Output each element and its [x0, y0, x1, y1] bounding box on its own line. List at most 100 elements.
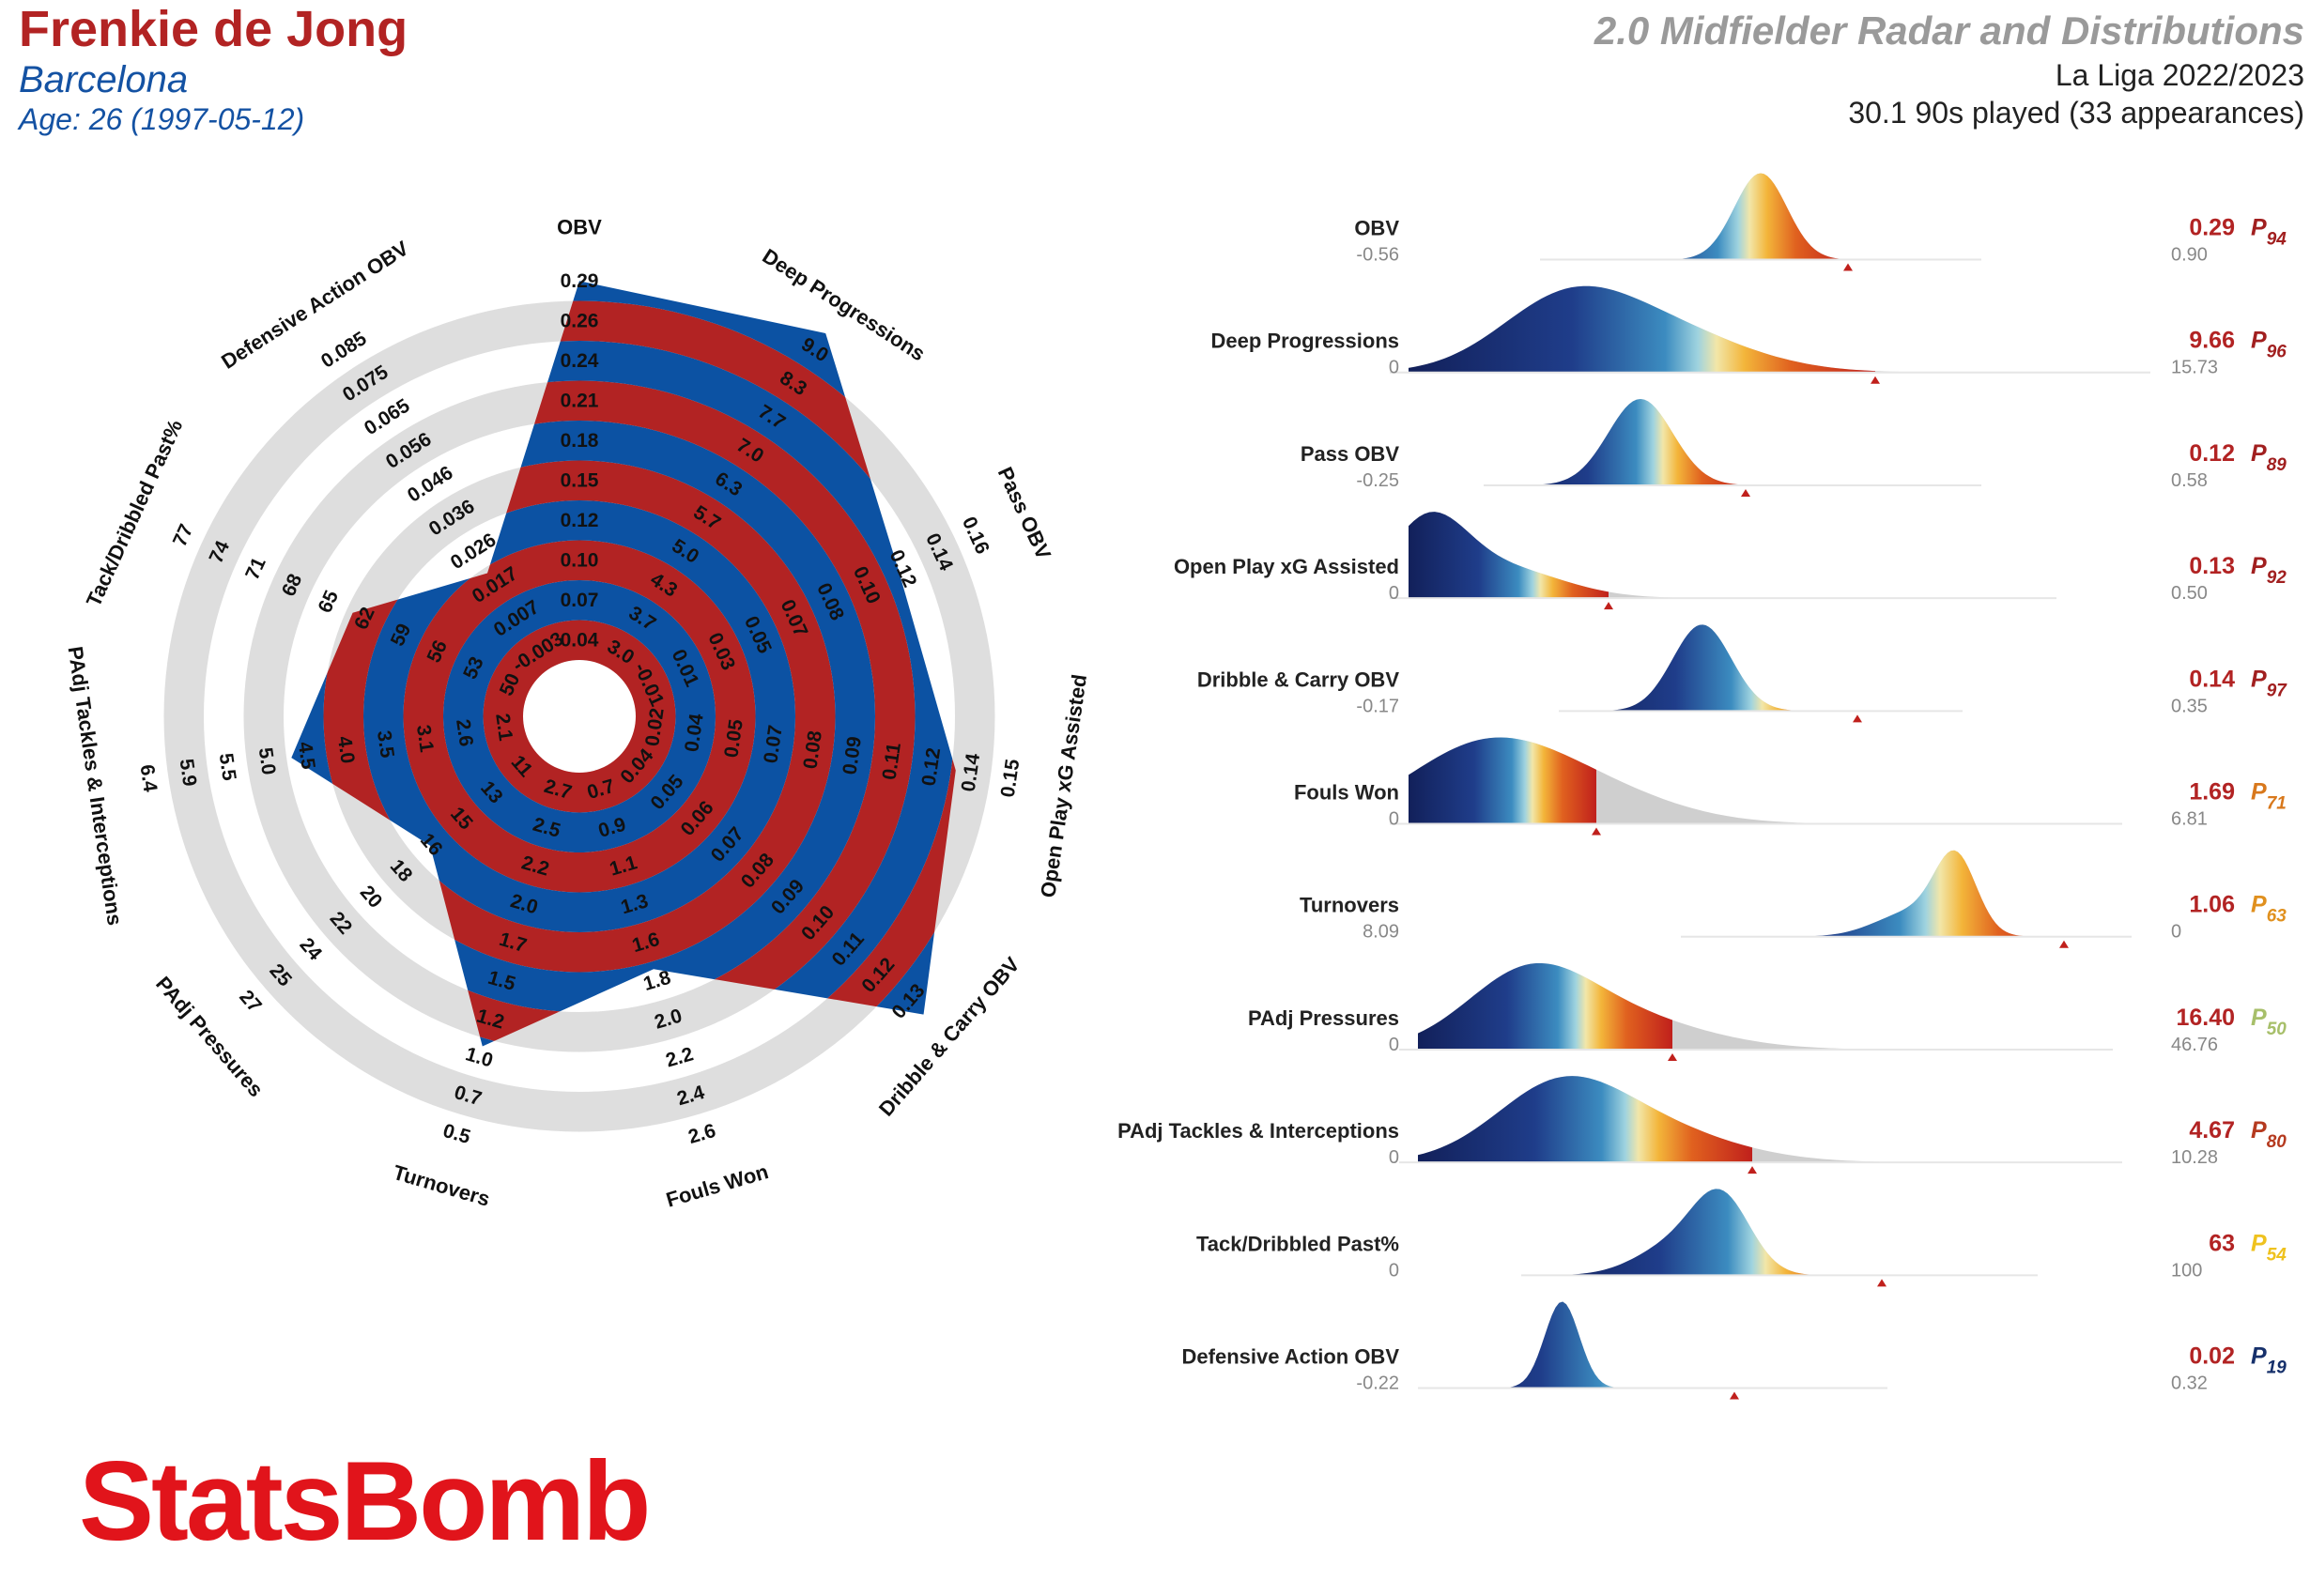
radar-tick-label: 5.9	[176, 758, 201, 788]
radar-tick-label: 5.5	[215, 752, 240, 782]
distribution-min: -0.22	[1356, 1373, 1399, 1394]
distribution-marker	[1843, 263, 1853, 271]
distribution-value: 63	[2209, 1230, 2235, 1256]
distribution-percentile-value: 92	[2267, 568, 2287, 588]
statsbomb-logo: StatsBomb	[79, 1438, 651, 1564]
distribution-value: 0.12	[2189, 440, 2235, 467]
distribution-area	[1540, 1189, 2019, 1276]
radar-tick-label: 0.04	[561, 629, 599, 651]
distribution-max: 0.58	[2171, 470, 2208, 491]
distribution-max: 0.90	[2171, 245, 2208, 266]
distribution-percentile: P54	[2251, 1230, 2287, 1265]
distribution-row-fouls-won: Fouls Won 0 1.69 6.81 P71	[1294, 737, 2287, 836]
radar-tick-label: 4.0	[333, 735, 359, 765]
distribution-row-open-play-xg-assisted: Open Play xG Assisted 0 0.13 0.50 P92	[1174, 512, 2287, 610]
distribution-value: 1.06	[2189, 892, 2235, 918]
radar-tick-label: 4.5	[294, 741, 319, 771]
distribution-percentile: P71	[2251, 779, 2287, 814]
radar-tick-label: 0.29	[561, 270, 599, 292]
radar-tick-label: 0.12	[561, 510, 599, 531]
distribution-marker	[1877, 1279, 1886, 1287]
distribution-min: 0	[1389, 358, 1399, 378]
radar-tick-label: 3.1	[412, 724, 438, 754]
distribution-label: Defensive Action OBV	[1182, 1345, 1400, 1369]
distribution-marker	[1592, 827, 1601, 836]
distribution-label: OBV	[1354, 217, 1399, 240]
radar-tick-label: 0.21	[561, 390, 599, 411]
distribution-row-defensive-action-obv: Defensive Action OBV -0.22 0.02 0.32 P19	[1182, 1301, 2287, 1400]
distribution-player-fill	[1559, 173, 1848, 260]
distribution-percentile-value: 80	[2267, 1132, 2287, 1152]
distribution-percentile: P80	[2251, 1117, 2287, 1152]
distribution-min: 0	[1389, 1147, 1399, 1168]
distribution-player-fill	[1409, 285, 1875, 373]
radar-tick-label: 0.15	[561, 469, 599, 491]
distribution-percentile-value: 94	[2267, 230, 2287, 250]
distribution-marker	[1668, 1052, 1677, 1061]
distribution-max: 100	[2171, 1260, 2202, 1281]
distribution-row-obv: OBV -0.56 0.29 0.90 P94	[1354, 173, 2287, 271]
radar-tick-label: 6.4	[136, 763, 162, 793]
distribution-max: 46.76	[2171, 1035, 2218, 1055]
radar-tick-label: 0.26	[561, 310, 599, 331]
distribution-max: 6.81	[2171, 809, 2208, 830]
minutes-played: 30.1 90s played (33 appearances)	[1848, 96, 2304, 130]
distribution-row-tack-dribbled-past: Tack/Dribbled Past% 0 63 100 P54	[1196, 1189, 2287, 1287]
distribution-player-fill	[1409, 512, 1609, 599]
distribution-chart: OBV -0.56 0.29 0.90 P94 Deep Progressions 0 9.6…	[1117, 173, 2287, 1400]
distribution-max: 0.50	[2171, 583, 2208, 604]
distribution-label: Open Play xG Assisted	[1174, 555, 1399, 578]
chart-title: 2.0 Midfielder Radar and Distributions	[1594, 8, 2304, 53]
distribution-label: PAdj Tackles & Interceptions	[1117, 1119, 1399, 1143]
league-season: La Liga 2022/2023	[2055, 58, 2304, 92]
distribution-player-fill	[1700, 850, 2064, 937]
distribution-player-fill	[1409, 737, 1596, 824]
distribution-marker	[2059, 940, 2069, 948]
radar-tick-label: 5.0	[254, 746, 280, 776]
distribution-value: 0.29	[2189, 215, 2235, 241]
distribution-row-pass-obv: Pass OBV -0.25 0.12 0.58 P89	[1301, 398, 2287, 497]
distribution-min: 0	[1389, 809, 1399, 830]
distribution-area	[1502, 398, 1963, 485]
distribution-percentile: P19	[2251, 1343, 2287, 1378]
distribution-label: Dribble & Carry OBV	[1197, 668, 1399, 691]
distribution-min: 0	[1389, 1035, 1399, 1055]
distribution-row-deep-progressions: Deep Progressions 0 9.66 15.73 P96	[1210, 285, 2287, 384]
distribution-percentile-value: 96	[2267, 343, 2287, 362]
distribution-value: 1.69	[2189, 779, 2235, 806]
team-name: Barcelona	[19, 59, 189, 100]
radar-tick-label: 0.09	[839, 735, 866, 776]
radar-tick-label: 0.18	[561, 430, 599, 452]
radar-band	[442, 580, 716, 853]
distribution-percentile: P92	[2251, 553, 2287, 588]
radar-band	[483, 620, 676, 813]
distribution-row-turnovers: Turnovers 8.09 1.06 0 P63	[1300, 850, 2287, 948]
distribution-percentile: P94	[2251, 215, 2287, 250]
distribution-value: 0.13	[2189, 553, 2235, 579]
distribution-row-dribble-carry-obv: Dribble & Carry OBV -0.17 0.14 0.35 P97	[1197, 624, 2287, 723]
distribution-min: 0	[1389, 583, 1399, 604]
distribution-label: Tack/Dribbled Past%	[1196, 1232, 1399, 1255]
radar-tick-label: 0.24	[561, 350, 599, 372]
radar-tick-label: 2.1	[491, 712, 516, 742]
distribution-label: Turnovers	[1300, 894, 1399, 917]
distribution-percentile: P63	[2251, 892, 2287, 927]
radar-player-area	[291, 281, 956, 1047]
distribution-value: 9.66	[2189, 328, 2235, 354]
distribution-player-fill	[1540, 1189, 1882, 1276]
distribution-player-fill	[1437, 1301, 1734, 1389]
distribution-row-padj-tackles-interceptions: PAdj Tackles & Interceptions 0 4.67 10.28 P8…	[1117, 1076, 2287, 1174]
radar-tick-label: 0.02	[641, 707, 669, 748]
distribution-percentile-value: 89	[2267, 455, 2287, 475]
distribution-value: 0.02	[2189, 1343, 2235, 1370]
radar-tick-label: 0.10	[561, 549, 599, 571]
radar-tick-label: 0.11	[879, 741, 905, 781]
distribution-percentile-value: 19	[2267, 1358, 2287, 1378]
distribution-min: -0.56	[1356, 245, 1399, 266]
distribution-percentile-value: 50	[2267, 1020, 2287, 1039]
distribution-max: 15.73	[2171, 358, 2218, 378]
distribution-max: 0.32	[2171, 1373, 2208, 1394]
header-left: Frenkie de Jong Barcelona Age: 26 (1997-…	[19, 0, 408, 137]
distribution-marker	[1741, 488, 1750, 497]
distribution-marker	[1871, 376, 1880, 384]
